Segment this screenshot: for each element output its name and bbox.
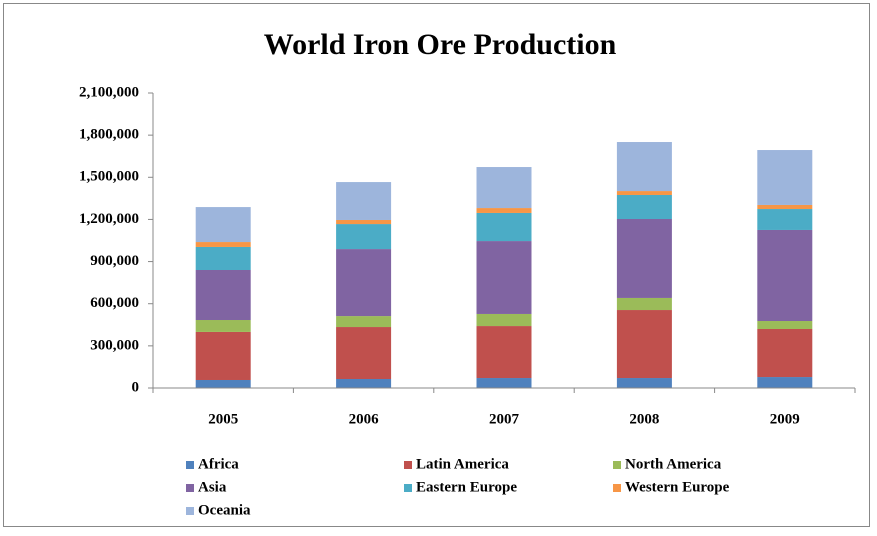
x-tick-label: 2009 — [770, 411, 800, 427]
bar-segment — [336, 224, 392, 250]
bar-segment — [757, 329, 813, 378]
bar-segment — [336, 219, 392, 225]
x-tick-label: 2007 — [489, 411, 520, 427]
legend-label: Asia — [198, 479, 227, 495]
legend-swatch — [186, 484, 194, 492]
bar-segment — [476, 208, 532, 213]
bar-segment — [195, 242, 251, 247]
legend-label: Latin America — [416, 456, 509, 472]
legend-swatch — [404, 484, 412, 492]
bar-segment — [757, 377, 813, 388]
legend-swatch — [186, 461, 194, 469]
legend-label: Western Europe — [625, 479, 730, 495]
bar-segment — [336, 182, 392, 220]
y-tick-label: 900,000 — [90, 253, 139, 269]
bar-segment — [476, 167, 532, 209]
legend-swatch — [613, 461, 621, 469]
bar-segment — [195, 207, 251, 243]
bar-segment — [616, 297, 672, 311]
legend-swatch — [613, 484, 621, 492]
chart-title: World Iron Ore Production — [264, 28, 617, 61]
bar-segment — [616, 191, 672, 195]
legend-label: North America — [625, 456, 722, 472]
bar-segment — [195, 379, 251, 388]
x-tick-label: 2006 — [349, 411, 380, 427]
bar-segment — [336, 379, 392, 388]
bar-segment — [757, 150, 813, 205]
bar-segment — [195, 320, 251, 332]
x-tick-label: 2008 — [629, 411, 659, 427]
bar-segment — [195, 246, 251, 270]
bar-segment — [616, 194, 672, 220]
bar-segment — [336, 327, 392, 380]
bar-segment — [616, 310, 672, 379]
legend-label: Eastern Europe — [416, 479, 517, 495]
bar-segment — [195, 270, 251, 321]
bar-segment — [616, 142, 672, 192]
legend-swatch — [404, 461, 412, 469]
chart-frame — [3, 3, 870, 527]
bar-segment — [336, 249, 392, 317]
bar-segment — [616, 378, 672, 388]
bar-segment — [476, 241, 532, 314]
legend-swatch — [186, 507, 194, 515]
bar-segment — [616, 219, 672, 298]
y-tick-label: 1,800,000 — [79, 127, 139, 143]
bar-segment — [195, 331, 251, 380]
legend-label: Africa — [198, 456, 239, 472]
x-tick-label: 2005 — [208, 411, 238, 427]
y-tick-label: 1,500,000 — [79, 169, 139, 185]
bar-segment — [476, 313, 532, 327]
bar-segment — [757, 209, 813, 230]
y-tick-label: 0 — [132, 379, 140, 395]
bar-segment — [476, 378, 532, 388]
bar-segment — [476, 212, 532, 242]
legend-label: Oceania — [198, 502, 251, 518]
y-tick-label: 1,200,000 — [79, 211, 139, 227]
bar-segment — [757, 204, 813, 210]
y-tick-label: 600,000 — [90, 295, 139, 311]
bar-segment — [757, 320, 813, 329]
bar-segment — [757, 229, 813, 321]
y-tick-label: 2,100,000 — [79, 84, 139, 100]
bar-segment — [336, 316, 392, 328]
y-tick-label: 300,000 — [90, 337, 139, 353]
bar-segment — [476, 326, 532, 379]
